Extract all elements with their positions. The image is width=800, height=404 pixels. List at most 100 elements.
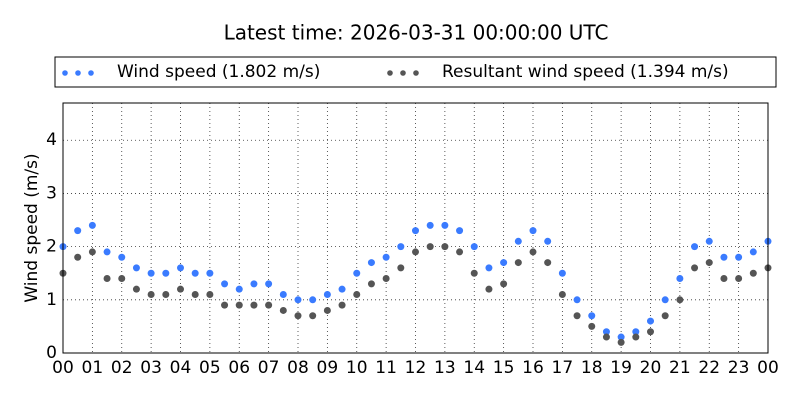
data-point	[456, 248, 464, 256]
x-tick-label: 03	[140, 358, 162, 378]
data-point	[191, 290, 199, 298]
data-point	[485, 264, 493, 272]
data-point	[441, 243, 449, 251]
data-point	[735, 275, 743, 283]
data-point	[74, 227, 82, 235]
data-point	[294, 296, 302, 304]
y-tick-label: 3	[46, 183, 57, 203]
legend-marker	[75, 70, 81, 76]
data-point	[191, 269, 199, 277]
data-point	[88, 248, 96, 256]
data-point	[103, 275, 111, 283]
x-tick-label: 16	[522, 358, 544, 378]
data-point	[367, 280, 375, 288]
y-tick-label: 0	[46, 343, 57, 363]
x-tick-label: 07	[258, 358, 280, 378]
legend-marker	[88, 70, 94, 76]
data-point	[514, 259, 522, 267]
data-point	[221, 301, 229, 309]
x-tick-label: 09	[317, 358, 339, 378]
data-point	[412, 227, 419, 235]
x-tick-label: 05	[199, 358, 221, 378]
data-point	[147, 269, 155, 277]
data-point	[323, 306, 331, 314]
data-point	[250, 301, 258, 309]
data-point	[74, 253, 82, 261]
data-point	[602, 333, 610, 341]
data-point	[103, 248, 111, 256]
data-point	[705, 259, 713, 267]
legend-marker	[62, 70, 68, 76]
x-tick-label: 00	[52, 358, 74, 378]
x-tick-label: 14	[463, 358, 485, 378]
data-point	[749, 269, 757, 277]
data-point	[412, 248, 419, 256]
x-tick-label: 02	[111, 358, 133, 378]
x-tick-label: 22	[698, 358, 720, 378]
data-point	[309, 312, 317, 320]
x-tick-label: 01	[82, 358, 104, 378]
data-point	[294, 312, 302, 320]
data-point	[382, 275, 390, 283]
y-tick-label: 1	[46, 290, 57, 310]
data-point	[500, 280, 508, 288]
legend-label: Resultant wind speed (1.394 m/s)	[442, 62, 729, 82]
data-point	[676, 296, 684, 304]
legend-marker	[387, 70, 393, 76]
data-point	[617, 338, 625, 346]
data-point	[749, 248, 757, 256]
data-point	[573, 296, 581, 304]
data-point	[632, 328, 640, 336]
data-point	[279, 290, 287, 298]
data-point	[529, 227, 537, 235]
data-point	[617, 333, 625, 341]
data-point	[382, 253, 390, 261]
data-point	[456, 227, 464, 235]
data-point	[720, 253, 728, 261]
x-tick-label: 19	[610, 358, 632, 378]
data-point	[529, 248, 537, 256]
data-point	[235, 301, 243, 309]
data-point	[221, 280, 229, 288]
legend-label: Wind speed (1.802 m/s)	[117, 62, 320, 82]
data-point	[323, 290, 331, 298]
data-point	[441, 221, 449, 229]
data-point	[573, 312, 581, 320]
data-point	[265, 280, 273, 288]
data-point	[661, 296, 669, 304]
data-point	[500, 259, 508, 267]
data-point	[676, 275, 684, 283]
x-tick-label: 06	[228, 358, 250, 378]
y-tick-label: 2	[46, 237, 57, 257]
y-tick-label: 4	[46, 130, 57, 150]
data-point	[235, 285, 243, 293]
data-point	[353, 290, 361, 298]
data-point	[177, 264, 184, 272]
data-point	[691, 243, 699, 251]
data-point	[265, 301, 273, 309]
data-point	[588, 322, 596, 330]
plot-frame	[62, 102, 769, 354]
data-point	[353, 269, 361, 277]
data-point	[338, 285, 346, 293]
x-tick-label: 23	[728, 358, 750, 378]
data-point	[132, 285, 140, 293]
x-tick-label: 10	[346, 358, 368, 378]
data-point	[206, 269, 214, 277]
data-point	[177, 285, 184, 293]
data-point	[162, 290, 170, 298]
x-tick-label: 11	[375, 358, 397, 378]
data-point	[647, 328, 654, 336]
chart-title: Latest time: 2026-03-31 00:00:00 UTC	[224, 21, 609, 45]
legend-marker	[400, 70, 406, 76]
x-tick-label: 15	[493, 358, 515, 378]
data-point	[720, 275, 728, 283]
data-point	[544, 259, 552, 267]
data-point	[691, 264, 699, 272]
data-point	[118, 253, 126, 261]
x-tick-label: 04	[170, 358, 192, 378]
data-point	[661, 312, 669, 320]
data-point	[88, 221, 96, 229]
data-point	[397, 243, 405, 251]
